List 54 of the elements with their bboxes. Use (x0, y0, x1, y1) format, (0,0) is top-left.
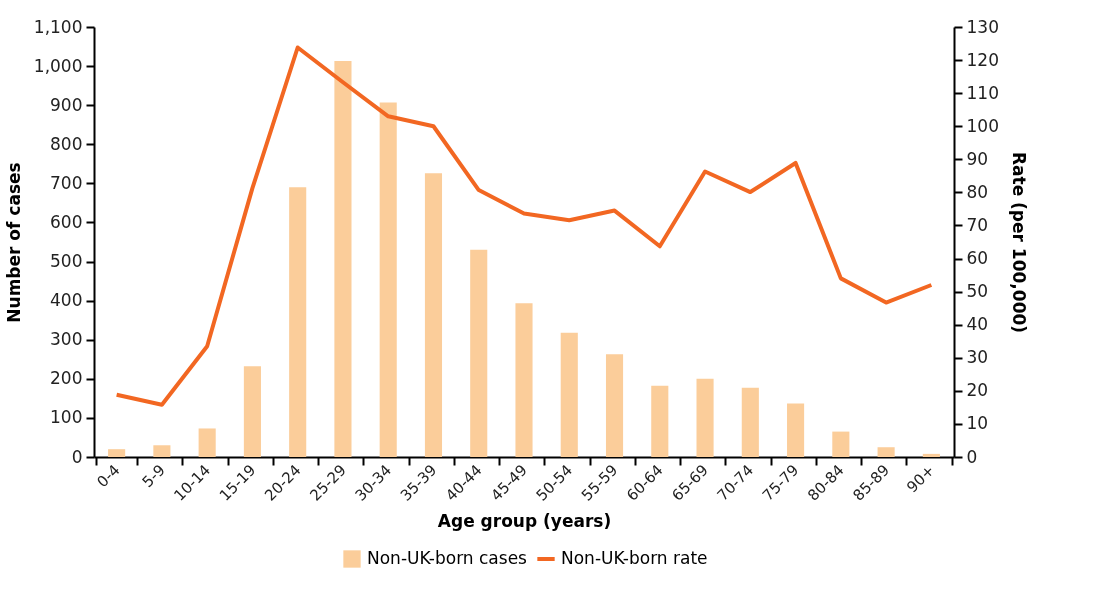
bar (334, 61, 352, 457)
x-tick-label: 90+ (903, 461, 939, 497)
y2-tick-label: 90 (966, 148, 989, 169)
y2-tick-label: 20 (966, 380, 989, 401)
y-tick-label: 900 (50, 94, 83, 115)
bar (108, 449, 126, 457)
y2-tick-label: 120 (966, 49, 999, 70)
bar (153, 445, 171, 457)
legend-label: Non-UK-born rate (561, 548, 708, 568)
y-tick-label: 400 (50, 290, 83, 311)
bar (696, 378, 714, 457)
x-axis-title: Age group (years) (437, 510, 612, 531)
y-tick-label: 1,100 (33, 16, 83, 37)
y-tick-label: 500 (50, 251, 83, 272)
bar (741, 387, 759, 457)
y2-tick-label: 130 (966, 16, 999, 37)
legend-label: Non-UK-born cases (367, 548, 528, 568)
y2-tick-label: 10 (966, 413, 989, 434)
bar (832, 431, 850, 457)
y-axis-title: Number of cases (3, 162, 24, 323)
bar (877, 447, 895, 457)
x-tick-label: 0-4 (93, 461, 124, 492)
y-tick-label: 800 (50, 133, 83, 154)
y2-tick-label: 110 (966, 82, 999, 103)
y2-tick-label: 60 (966, 248, 989, 269)
bar (424, 173, 443, 457)
bar (379, 102, 397, 457)
y-tick-label: 1,000 (33, 55, 83, 76)
y2-tick-label: 80 (966, 181, 989, 202)
y2-tick-label: 50 (966, 281, 989, 302)
y-tick-label: 0 (71, 446, 83, 467)
y2-tick-label: 30 (966, 347, 989, 368)
bar (470, 249, 488, 457)
bar (198, 428, 216, 457)
line-series (114, 45, 934, 407)
bar (560, 332, 578, 457)
y-tick-label: 300 (50, 329, 83, 350)
bar (922, 453, 940, 457)
bar (243, 366, 261, 457)
x-tick-label: 5-9 (138, 461, 169, 492)
bar (605, 354, 624, 457)
bar (515, 303, 533, 457)
y-tick-label: 100 (50, 407, 83, 428)
bar (787, 403, 805, 457)
y2-tick-label: 70 (966, 214, 989, 235)
y2-tick-label: 0 (966, 446, 978, 467)
bar (289, 187, 307, 457)
bar (651, 385, 669, 457)
y-tick-label: 700 (50, 172, 83, 193)
y2-tick-label: 100 (966, 115, 999, 136)
y2-tick-label: 40 (966, 314, 989, 335)
y-tick-label: 200 (50, 368, 83, 389)
y2-axis-title: Rate (per 100,000) (1008, 151, 1029, 334)
y-tick-label: 600 (50, 211, 83, 232)
